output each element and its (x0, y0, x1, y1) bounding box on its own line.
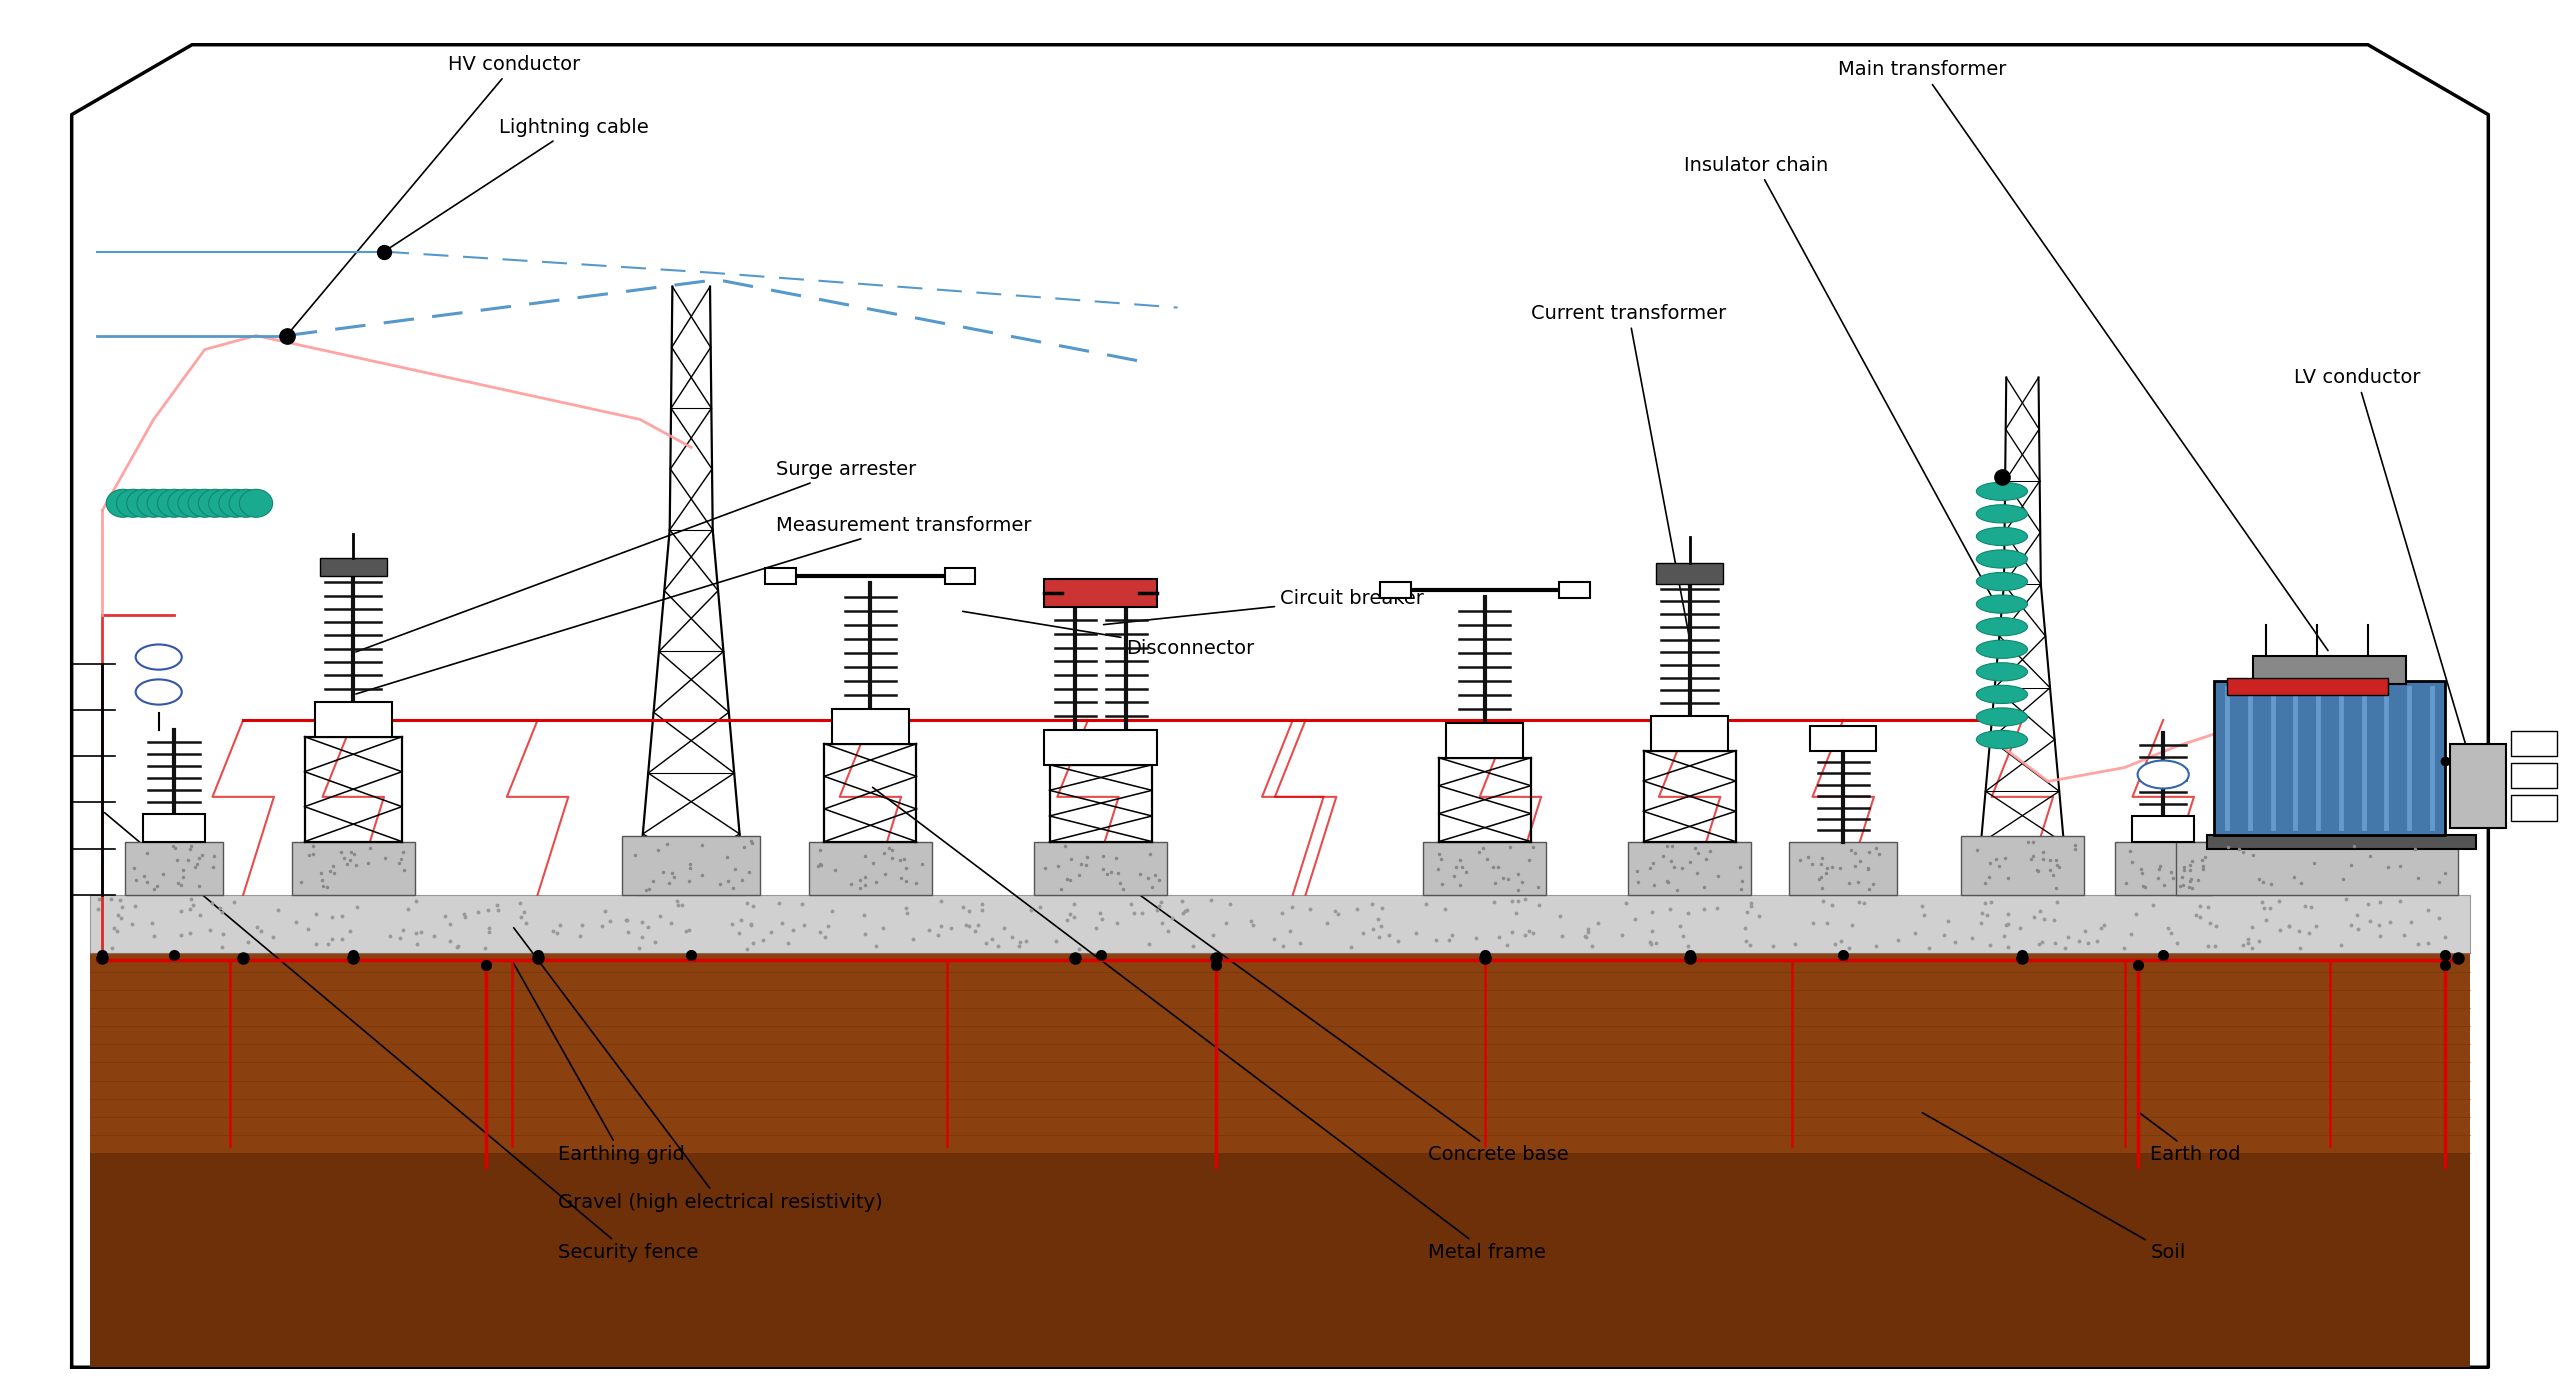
FancyBboxPatch shape (1789, 842, 1897, 895)
Ellipse shape (241, 489, 271, 517)
Text: Measurement transformer: Measurement transformer (356, 516, 1032, 693)
FancyBboxPatch shape (1559, 582, 1590, 598)
Ellipse shape (136, 489, 169, 517)
Ellipse shape (230, 489, 261, 517)
Ellipse shape (1976, 618, 2028, 636)
Ellipse shape (1976, 572, 2028, 590)
Text: Surge arrester: Surge arrester (356, 460, 916, 651)
FancyBboxPatch shape (2450, 744, 2506, 828)
FancyBboxPatch shape (2253, 656, 2406, 684)
FancyBboxPatch shape (1656, 563, 1723, 584)
FancyBboxPatch shape (1044, 730, 1157, 765)
Text: LV conductor: LV conductor (2294, 368, 2470, 758)
Text: Metal frame: Metal frame (873, 787, 1546, 1262)
FancyBboxPatch shape (1810, 726, 1876, 751)
FancyBboxPatch shape (143, 814, 205, 842)
FancyBboxPatch shape (292, 842, 415, 895)
FancyBboxPatch shape (1446, 723, 1523, 758)
FancyBboxPatch shape (2176, 842, 2458, 895)
FancyBboxPatch shape (765, 568, 796, 584)
FancyBboxPatch shape (1423, 842, 1546, 895)
FancyBboxPatch shape (1044, 579, 1157, 607)
FancyBboxPatch shape (2511, 795, 2557, 821)
Text: Gravel (high electrical resistivity): Gravel (high electrical resistivity) (515, 928, 883, 1212)
FancyBboxPatch shape (1961, 836, 2084, 895)
Ellipse shape (146, 489, 179, 517)
FancyBboxPatch shape (90, 953, 2470, 1153)
Ellipse shape (108, 489, 138, 517)
FancyBboxPatch shape (2511, 763, 2557, 788)
Circle shape (2138, 761, 2189, 788)
FancyBboxPatch shape (315, 702, 392, 737)
Text: Lightning cable: Lightning cable (387, 117, 648, 250)
Ellipse shape (189, 489, 223, 517)
Ellipse shape (200, 489, 233, 517)
Ellipse shape (1976, 707, 2028, 726)
Ellipse shape (1976, 685, 2028, 703)
FancyBboxPatch shape (2511, 731, 2557, 756)
FancyBboxPatch shape (1628, 842, 1751, 895)
Circle shape (136, 644, 182, 670)
FancyBboxPatch shape (320, 558, 387, 576)
Ellipse shape (118, 489, 148, 517)
Ellipse shape (159, 489, 192, 517)
Text: Insulator chain: Insulator chain (1684, 155, 1999, 612)
Ellipse shape (128, 489, 159, 517)
FancyBboxPatch shape (2227, 678, 2388, 695)
Text: Concrete base: Concrete base (1103, 868, 1569, 1165)
Text: Earthing grid: Earthing grid (515, 963, 686, 1165)
Ellipse shape (1976, 663, 2028, 681)
FancyBboxPatch shape (622, 836, 760, 895)
FancyBboxPatch shape (809, 842, 932, 895)
Text: Disconnector: Disconnector (963, 611, 1254, 658)
FancyBboxPatch shape (832, 709, 909, 744)
Ellipse shape (1976, 730, 2028, 749)
FancyBboxPatch shape (2132, 816, 2194, 842)
Ellipse shape (1976, 640, 2028, 658)
Text: Security fence: Security fence (105, 812, 699, 1262)
Text: Soil: Soil (1923, 1113, 2186, 1262)
FancyBboxPatch shape (1651, 716, 1728, 751)
Text: Earth rod: Earth rod (2140, 1113, 2240, 1165)
FancyBboxPatch shape (945, 568, 975, 584)
Text: Current transformer: Current transformer (1531, 303, 1725, 636)
FancyBboxPatch shape (2207, 835, 2476, 849)
Ellipse shape (1976, 482, 2028, 500)
FancyBboxPatch shape (90, 1153, 2470, 1367)
FancyBboxPatch shape (125, 842, 223, 895)
Ellipse shape (1976, 527, 2028, 545)
FancyBboxPatch shape (1034, 842, 1167, 895)
Circle shape (136, 679, 182, 705)
FancyBboxPatch shape (2115, 842, 2212, 895)
Ellipse shape (169, 489, 202, 517)
Ellipse shape (1976, 596, 2028, 614)
Ellipse shape (179, 489, 210, 517)
Text: Main transformer: Main transformer (1838, 60, 2327, 650)
Ellipse shape (1976, 549, 2028, 568)
Ellipse shape (210, 489, 241, 517)
FancyBboxPatch shape (1380, 582, 1411, 598)
Ellipse shape (1976, 505, 2028, 523)
Ellipse shape (220, 489, 251, 517)
Text: HV conductor: HV conductor (289, 55, 581, 333)
FancyBboxPatch shape (90, 895, 2470, 953)
Text: Circuit breaker: Circuit breaker (1103, 589, 1423, 625)
FancyBboxPatch shape (2214, 681, 2445, 835)
